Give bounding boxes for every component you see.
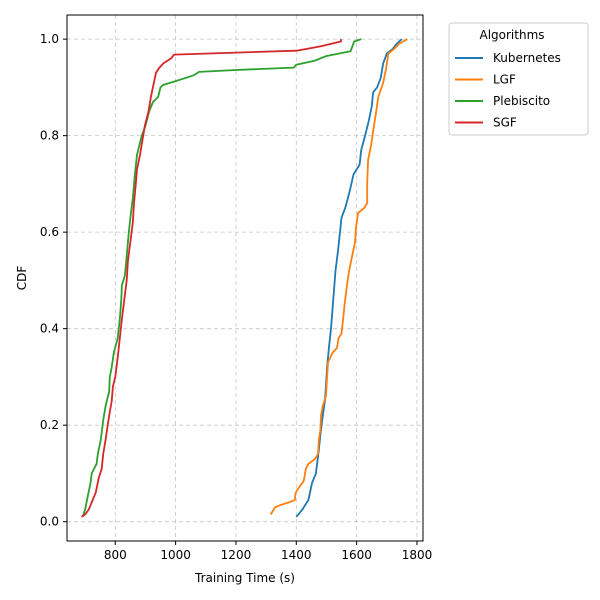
legend-title: Algorithms <box>479 28 544 42</box>
x-axis-ticks: 800 1000 1200 1400 1600 1800 <box>104 541 432 562</box>
grid <box>67 15 423 541</box>
series-lines <box>81 38 408 518</box>
legend-box <box>448 22 589 136</box>
legend-entries: Kubernetes LGF Plebiscito SGF <box>455 51 561 130</box>
plot-frame <box>66 14 424 542</box>
y-tick-label: 0.0 <box>40 515 59 529</box>
x-tick-label: 1400 <box>281 548 312 562</box>
series-line-kubernetes <box>295 38 403 518</box>
y-tick-label: 0.2 <box>40 418 59 432</box>
y-tick-label: 0.4 <box>40 322 59 336</box>
y-tick-label: 0.8 <box>40 129 59 143</box>
series-line-plebiscito <box>81 38 362 518</box>
x-tick-label: 800 <box>104 548 127 562</box>
series-line-sgf <box>81 39 342 518</box>
y-tick-label: 0.6 <box>40 225 59 239</box>
legend-label-lgf: LGF <box>493 73 516 87</box>
y-tick-label: 1.0 <box>40 32 59 46</box>
x-axis-label: Training Time (s) <box>194 571 295 585</box>
x-tick-label: 1000 <box>160 548 191 562</box>
legend-label-kubernetes: Kubernetes <box>493 51 561 65</box>
series-line-lgf <box>269 38 408 515</box>
legend-label-plebiscito: Plebiscito <box>493 94 550 108</box>
x-tick-label: 1800 <box>402 548 433 562</box>
x-tick-label: 1200 <box>221 548 252 562</box>
x-tick-label: 1600 <box>341 548 372 562</box>
legend-label-sgf: SGF <box>493 116 517 130</box>
legend: Algorithms Kubernetes LGF Plebiscito SGF <box>448 22 589 136</box>
y-axis-ticks: 0.0 0.2 0.4 0.6 0.8 1.0 <box>40 32 67 529</box>
y-axis-label: CDF <box>15 266 29 291</box>
